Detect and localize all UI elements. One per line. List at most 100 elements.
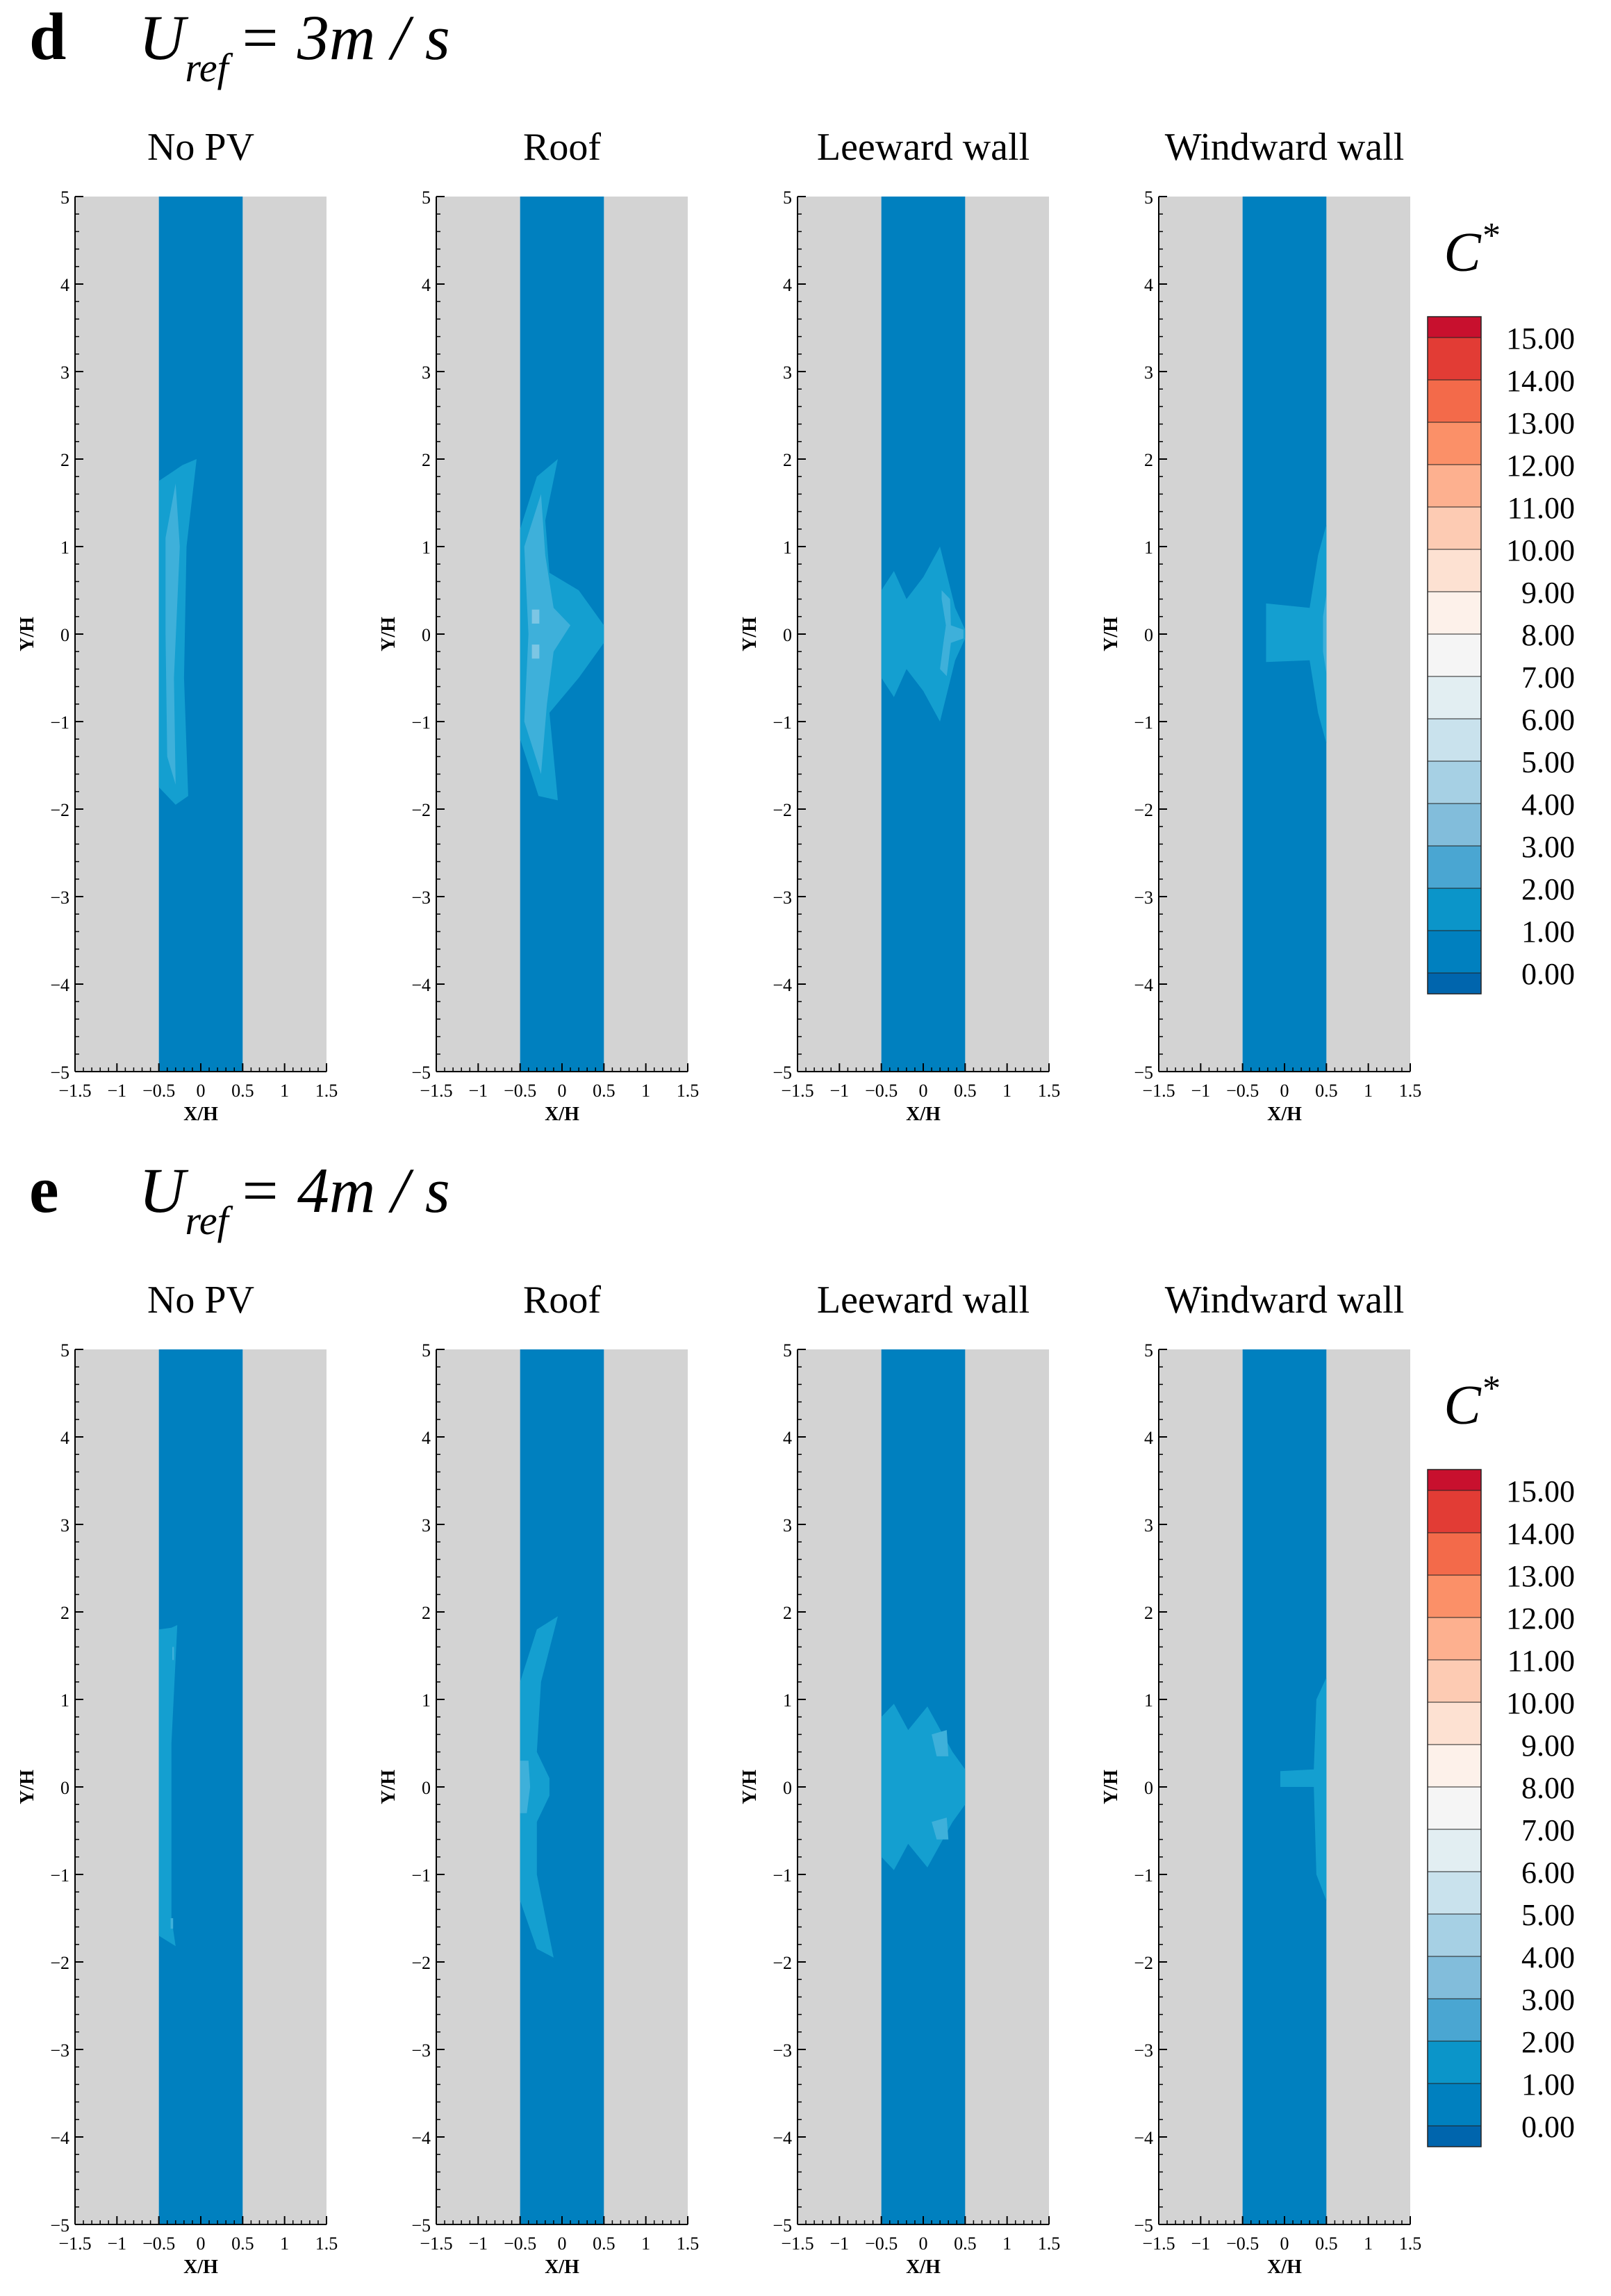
y-tick-label: −3 xyxy=(50,2040,69,2061)
y-tick-label: 0 xyxy=(1144,625,1153,645)
colorbar-band xyxy=(1428,846,1481,888)
y-tick-label: 3 xyxy=(1144,363,1153,383)
colorbar-band xyxy=(1428,1660,1481,1702)
section-velocity-label: Uref = 4m / s xyxy=(139,1155,450,1243)
y-tick-label: 3 xyxy=(60,363,69,383)
colorbar-level-label: 11.00 xyxy=(1507,1644,1575,1678)
colorbar-band xyxy=(1428,1745,1481,1787)
colorbar-level-label: 7.00 xyxy=(1521,1813,1575,1847)
x-tick-label: 0.5 xyxy=(954,1081,977,1101)
x-tick-label: −0.5 xyxy=(504,1081,536,1101)
x-tick-label: −0.5 xyxy=(504,2233,536,2254)
y-tick-label: 0 xyxy=(783,625,792,645)
y-tick-label: −3 xyxy=(773,888,792,908)
colorbar-band xyxy=(1428,507,1481,549)
colorbar-level-label: 9.00 xyxy=(1521,576,1575,610)
x-tick-label: −1 xyxy=(107,1081,126,1101)
y-tick-label: −1 xyxy=(411,713,431,733)
panel-title: Windward wall xyxy=(1165,1279,1405,1322)
y-tick-label: −1 xyxy=(773,713,792,733)
y-axis-label: Y/H xyxy=(378,1770,399,1804)
x-tick-label: −1 xyxy=(829,1081,849,1101)
y-tick-label: 0 xyxy=(60,625,69,645)
y-tick-label: −2 xyxy=(773,800,792,820)
colorbar-band xyxy=(1428,1787,1481,1829)
x-tick-label: −1.5 xyxy=(58,1081,91,1101)
y-axis-label: Y/H xyxy=(17,617,38,651)
colorbar-level-label: 5.00 xyxy=(1521,1898,1575,1932)
x-tick-label: −0.5 xyxy=(142,2233,175,2254)
building-left xyxy=(798,197,882,1072)
y-tick-label: 4 xyxy=(783,1428,792,1448)
y-tick-label: −4 xyxy=(411,975,431,995)
y-tick-label: 2 xyxy=(60,450,69,470)
y-tick-label: 2 xyxy=(783,1603,792,1623)
y-tick-label: 1 xyxy=(60,538,69,558)
x-tick-label: 1 xyxy=(641,2233,650,2254)
y-tick-label: −1 xyxy=(50,1865,69,1886)
x-axis-label: X/H xyxy=(545,2256,579,2278)
building-right xyxy=(604,1349,688,2224)
panel-title: Windward wall xyxy=(1165,126,1405,169)
x-tick-label: 1 xyxy=(1364,2233,1373,2254)
y-tick-label: 1 xyxy=(60,1690,69,1711)
x-tick-label: −0.5 xyxy=(865,2233,898,2254)
colorbar-band xyxy=(1428,317,1481,338)
y-tick-label: −2 xyxy=(50,1953,69,1973)
y-tick-label: −3 xyxy=(411,2040,431,2061)
y-tick-label: 5 xyxy=(422,188,431,208)
colorbar-band xyxy=(1428,1872,1481,1914)
colorbar-title: C* xyxy=(1444,1369,1498,1436)
colorbar-band xyxy=(1428,422,1481,465)
y-tick-label: 4 xyxy=(60,275,69,295)
colorbar-band xyxy=(1428,973,1481,994)
concentration-contour xyxy=(531,644,540,659)
colorbar-band xyxy=(1428,1470,1481,1490)
colorbar-band xyxy=(1428,1575,1481,1617)
y-tick-label: −1 xyxy=(411,1865,431,1886)
colorbar-level-label: 2.00 xyxy=(1521,872,1575,906)
colorbar-band xyxy=(1428,1956,1481,1999)
colorbar-level-label: 6.00 xyxy=(1521,703,1575,737)
panel-title: Roof xyxy=(523,1279,601,1322)
concentration-contour xyxy=(158,1624,178,1947)
y-tick-label: 1 xyxy=(422,538,431,558)
y-tick-label: 5 xyxy=(1144,1340,1153,1361)
contour-panel: No PV 5 4 3 2 1 0 −1 −2 −3 −4 −5−1.5 −1 −0.5 0 0.5 1 1.5 X… xyxy=(17,1279,338,2278)
colorbar-level-label: 3.00 xyxy=(1521,1983,1575,2017)
x-tick-label: −1.5 xyxy=(58,2233,91,2254)
concentration-contour xyxy=(172,1647,174,1661)
y-tick-label: −5 xyxy=(411,1063,431,1083)
y-tick-label: −4 xyxy=(411,2128,431,2148)
colorbar-level-label: 1.00 xyxy=(1521,2068,1575,2102)
y-tick-label: −1 xyxy=(50,713,69,733)
x-axis-label: X/H xyxy=(1267,1104,1302,1125)
concentration-contour xyxy=(1266,524,1327,744)
y-tick-label: −3 xyxy=(1134,2040,1153,2061)
y-tick-label: 3 xyxy=(783,363,792,383)
y-tick-label: 5 xyxy=(60,188,69,208)
x-tick-label: 0 xyxy=(919,2233,928,2254)
building-left xyxy=(75,1349,159,2224)
y-tick-label: 5 xyxy=(783,1340,792,1361)
y-tick-label: 2 xyxy=(60,1603,69,1623)
concentration-contour xyxy=(1323,594,1327,674)
colorbar-band xyxy=(1428,592,1481,634)
y-tick-label: 4 xyxy=(60,1428,69,1448)
contour-panel: Leeward wall 5 4 3 2 1 0 −1 −2 −3 −4 −5−1.5 −1 −0.5 0 0… xyxy=(739,126,1060,1125)
y-tick-label: −3 xyxy=(773,2040,792,2061)
colorbar-level-label: 8.00 xyxy=(1521,1771,1575,1805)
y-tick-label: −2 xyxy=(1134,800,1153,820)
y-tick-label: −2 xyxy=(411,800,431,820)
y-tick-label: 1 xyxy=(422,1690,431,1711)
y-tick-label: −4 xyxy=(773,975,792,995)
x-axis-label: X/H xyxy=(906,2256,941,2278)
colorbar-band xyxy=(1428,2083,1481,2126)
y-tick-label: 2 xyxy=(422,450,431,470)
y-axis-label: Y/H xyxy=(378,617,399,651)
colorbar: C* 15.00 14.00 13.00 12.00 11.00 10.00 9.00 8.00… xyxy=(1427,1369,1575,2147)
y-tick-label: 3 xyxy=(422,363,431,383)
x-tick-label: −1 xyxy=(107,2233,126,2254)
y-tick-label: 5 xyxy=(783,188,792,208)
colorbar-level-label: 0.00 xyxy=(1521,957,1575,991)
